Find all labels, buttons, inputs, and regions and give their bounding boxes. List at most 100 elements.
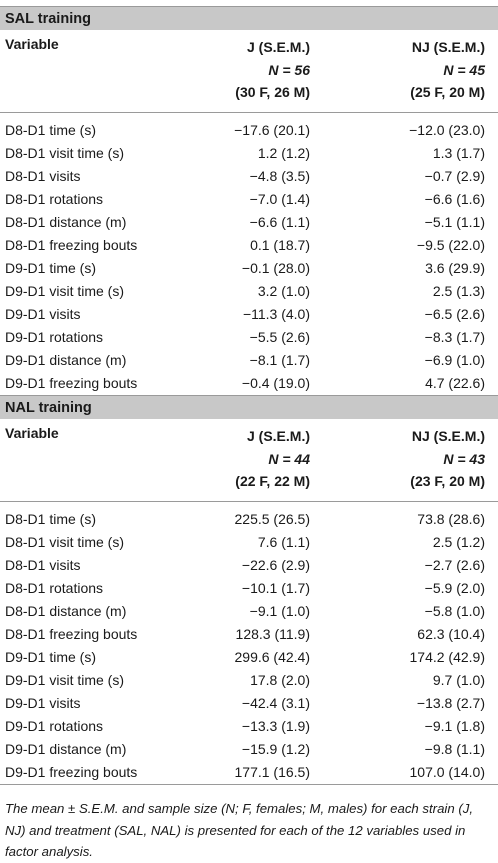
nj-value: 3.6 (29.9)	[425, 260, 485, 276]
nj-value: −5.9 (2.0)	[424, 580, 485, 596]
nj-value: 1.3 (1.7)	[432, 145, 485, 161]
j-value: −22.6 (2.9)	[241, 557, 310, 573]
nj-value: 107.0 (14.0)	[409, 764, 486, 780]
table-row: D8-D1 visits −4.8 (3.5) −0.7 (2.9)	[0, 165, 498, 188]
row-label: D9-D1 rotations	[5, 718, 104, 734]
table-row: D9-D1 rotations −5.5 (2.6) −8.3 (1.7)	[0, 326, 498, 349]
row-label: D8-D1 distance (m)	[5, 214, 127, 230]
table-row: D8-D1 time (s) −17.6 (20.1) −12.0 (23.0)	[0, 119, 498, 142]
sal-section: SAL training Variable J (S.E.M.) N = 56 …	[0, 6, 498, 395]
nj-value: 73.8 (28.6)	[417, 511, 485, 527]
j-value: −0.1 (28.0)	[241, 260, 310, 276]
j-value: −9.1 (1.0)	[249, 603, 310, 619]
table-row: D9-D1 time (s) 299.6 (42.4) 174.2 (42.9)	[0, 646, 498, 669]
nj-value: −9.5 (22.0)	[416, 237, 485, 253]
j-value: 7.6 (1.1)	[257, 534, 310, 550]
nj-value: −2.7 (2.6)	[424, 557, 485, 573]
table-row: D8-D1 freezing bouts 128.3 (11.9) 62.3 (10…	[0, 623, 498, 646]
row-label: D8-D1 visit time (s)	[5, 145, 125, 161]
section-title: NAL training	[0, 395, 498, 419]
nj-column-header: NJ (S.E.M.) N = 43 (23 F, 20 M)	[355, 425, 485, 493]
nj-value: 2.5 (1.2)	[432, 534, 485, 550]
table-row: D9-D1 time (s) −0.1 (28.0) 3.6 (29.9)	[0, 257, 498, 280]
nal-section: NAL training Variable J (S.E.M.) N = 44 …	[0, 395, 498, 785]
nj-value: 9.7 (1.0)	[432, 672, 485, 688]
table-row: D8-D1 rotations −7.0 (1.4) −6.6 (1.6)	[0, 188, 498, 211]
column-header: Variable J (S.E.M.) N = 44 (22 F, 22 M) …	[0, 419, 498, 502]
row-label: D9-D1 distance (m)	[5, 741, 127, 757]
j-column-name: J (S.E.M.)	[246, 39, 310, 55]
nj-column-header: NJ (S.E.M.) N = 45 (25 F, 20 M)	[355, 36, 485, 104]
table-row: D8-D1 visits −22.6 (2.9) −2.7 (2.6)	[0, 554, 498, 577]
row-label: D8-D1 time (s)	[5, 511, 97, 527]
table-row: D9-D1 visits −11.3 (4.0) −6.5 (2.6)	[0, 303, 498, 326]
j-sex-breakdown: (22 F, 22 M)	[235, 473, 310, 489]
row-label: D8-D1 visit time (s)	[5, 534, 125, 550]
table-row: D8-D1 distance (m) −6.6 (1.1) −5.1 (1.1)	[0, 211, 498, 234]
nj-sample-size: N = 45	[443, 61, 485, 78]
row-label: D9-D1 rotations	[5, 329, 104, 345]
j-value: −15.9 (1.2)	[241, 741, 310, 757]
j-value: 1.2 (1.2)	[257, 145, 310, 161]
j-sex-breakdown: (30 F, 26 M)	[235, 84, 310, 100]
nj-column-name: NJ (S.E.M.)	[411, 39, 485, 55]
j-sample-size: N = 44	[268, 450, 310, 467]
j-value: 3.2 (1.0)	[257, 283, 310, 299]
row-label: D8-D1 freezing bouts	[5, 626, 138, 642]
j-value: −42.4 (3.1)	[241, 695, 310, 711]
row-label: D9-D1 time (s)	[5, 649, 97, 665]
nj-sample-size: N = 43	[443, 450, 485, 467]
table-body: D8-D1 time (s) 225.5 (26.5) 73.8 (28.6) D8…	[0, 502, 498, 784]
variable-header: Variable	[5, 425, 59, 441]
nj-value: −9.8 (1.1)	[424, 741, 485, 757]
row-label: D8-D1 rotations	[5, 191, 104, 207]
nj-value: −0.7 (2.9)	[424, 168, 485, 184]
table-row: D9-D1 distance (m) −15.9 (1.2) −9.8 (1.1)	[0, 738, 498, 761]
row-label: D9-D1 distance (m)	[5, 352, 127, 368]
row-label: D9-D1 visits	[5, 306, 81, 322]
nj-value: −9.1 (1.8)	[424, 718, 485, 734]
row-label: D9-D1 visits	[5, 695, 81, 711]
nj-sex-breakdown: (25 F, 20 M)	[410, 84, 485, 100]
nj-value: −13.8 (2.7)	[416, 695, 485, 711]
nj-value: −5.8 (1.0)	[424, 603, 485, 619]
j-value: −6.6 (1.1)	[249, 214, 310, 230]
row-label: D9-D1 visit time (s)	[5, 672, 125, 688]
table-row: D9-D1 distance (m) −8.1 (1.7) −6.9 (1.0)	[0, 349, 498, 372]
nj-value: −6.9 (1.0)	[424, 352, 485, 368]
row-label: D8-D1 freezing bouts	[5, 237, 138, 253]
row-label: D8-D1 visits	[5, 168, 81, 184]
table-row: D8-D1 distance (m) −9.1 (1.0) −5.8 (1.0)	[0, 600, 498, 623]
table-row: D8-D1 freezing bouts 0.1 (18.7) −9.5 (22.0…	[0, 234, 498, 257]
table-row: D8-D1 time (s) 225.5 (26.5) 73.8 (28.6)	[0, 508, 498, 531]
section-title: SAL training	[0, 6, 498, 30]
table-row: D9-D1 visit time (s) 17.8 (2.0) 9.7 (1.0)	[0, 669, 498, 692]
nj-value: −6.5 (2.6)	[424, 306, 485, 322]
j-value: −0.4 (19.0)	[241, 375, 310, 391]
j-value: 299.6 (42.4)	[234, 649, 311, 665]
j-value: 17.8 (2.0)	[250, 672, 310, 688]
j-value: −5.5 (2.6)	[249, 329, 310, 345]
column-header: Variable J (S.E.M.) N = 56 (30 F, 26 M) …	[0, 30, 498, 113]
row-label: D9-D1 freezing bouts	[5, 764, 138, 780]
nj-value: −12.0 (23.0)	[409, 122, 485, 138]
row-label: D9-D1 freezing bouts	[5, 375, 138, 391]
table-row: D9-D1 visits −42.4 (3.1) −13.8 (2.7)	[0, 692, 498, 715]
j-value: −10.1 (1.7)	[241, 580, 310, 596]
variable-header: Variable	[5, 36, 59, 52]
row-label: D8-D1 time (s)	[5, 122, 97, 138]
nj-value: 4.7 (22.6)	[425, 375, 485, 391]
nj-column-name: NJ (S.E.M.)	[411, 428, 485, 444]
row-label: D8-D1 distance (m)	[5, 603, 127, 619]
nj-value: 174.2 (42.9)	[409, 649, 486, 665]
nj-value: −8.3 (1.7)	[424, 329, 485, 345]
row-label: D8-D1 rotations	[5, 580, 104, 596]
j-value: −11.3 (4.0)	[242, 306, 310, 322]
j-value: −7.0 (1.4)	[249, 191, 310, 207]
row-label: D9-D1 visit time (s)	[5, 283, 125, 299]
j-value: 0.1 (18.7)	[250, 237, 310, 253]
table-bottom-rule	[0, 784, 498, 785]
j-column-header: J (S.E.M.) N = 44 (22 F, 22 M)	[180, 425, 310, 493]
j-column-header: J (S.E.M.) N = 56 (30 F, 26 M)	[180, 36, 310, 104]
